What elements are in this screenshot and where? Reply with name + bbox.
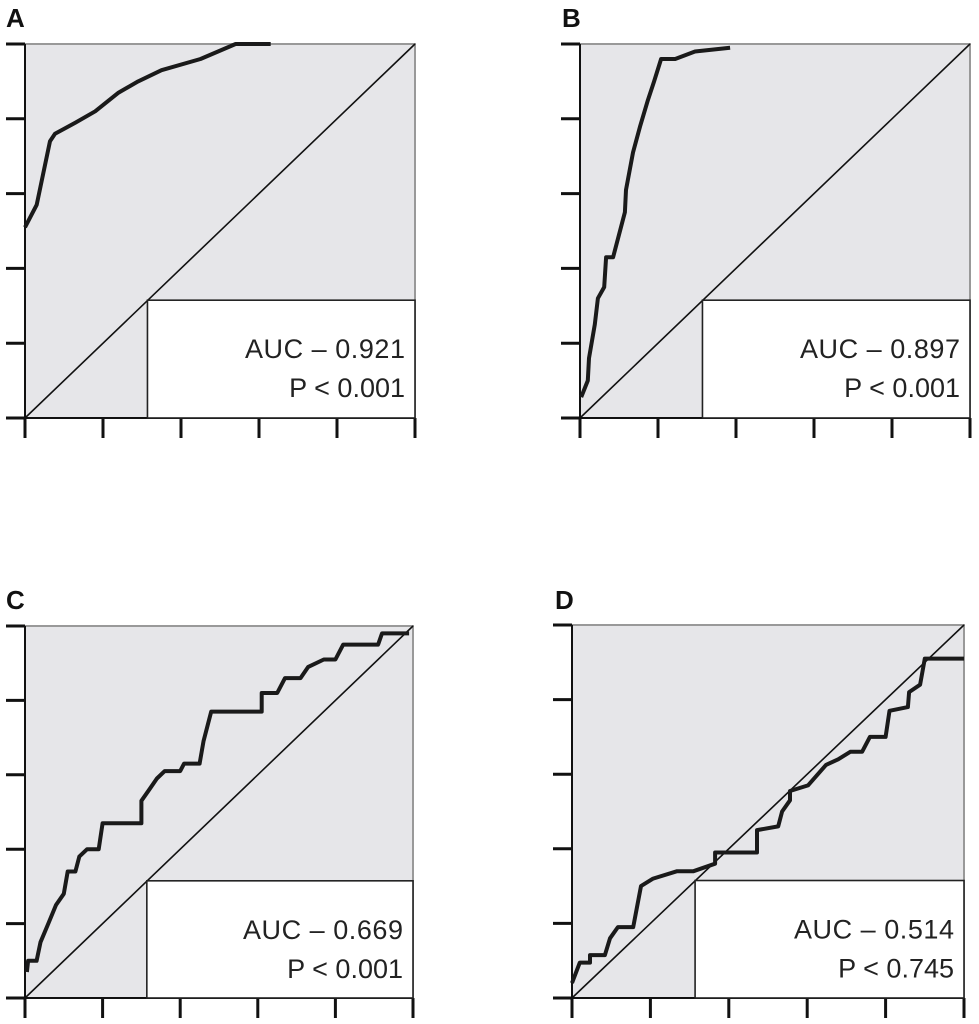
- roc-curve: [579, 45, 731, 398]
- p-value-label: P < 0.001: [289, 373, 405, 403]
- legend-box: [146, 880, 414, 999]
- auc-label: AUC – 0.897: [800, 334, 960, 364]
- panel-a: AUC – 0.921 P < 0.001 A: [6, 3, 417, 438]
- reference-diagonal: [571, 624, 965, 999]
- panel-label: C: [6, 585, 25, 615]
- auc-label: AUC – 0.921: [245, 334, 405, 364]
- p-value-label: P < 0.745: [838, 954, 954, 984]
- panel-label: B: [562, 3, 581, 33]
- reference-diagonal: [24, 43, 416, 419]
- roc-curve: [23, 42, 271, 229]
- reference-diagonal: [24, 625, 414, 999]
- panel-label: D: [555, 585, 574, 615]
- panel-c: AUC – 0.669 P < 0.001 C: [6, 585, 415, 1018]
- auc-label: AUC – 0.669: [243, 915, 403, 945]
- legend-box: [146, 299, 416, 419]
- reference-diagonal: [579, 43, 971, 419]
- roc-curve: [24, 631, 410, 973]
- legend-box: [701, 299, 971, 419]
- roc-curve: [570, 656, 964, 984]
- p-value-label: P < 0.001: [844, 373, 960, 403]
- panel-b: AUC – 0.897 P < 0.001 B: [561, 3, 972, 438]
- auc-label: AUC – 0.514: [794, 915, 954, 945]
- panel-d: AUC – 0.514 P < 0.745 D: [553, 585, 966, 1018]
- legend-box: [694, 879, 965, 999]
- p-value-label: P < 0.001: [287, 954, 403, 984]
- panel-label: A: [6, 3, 25, 33]
